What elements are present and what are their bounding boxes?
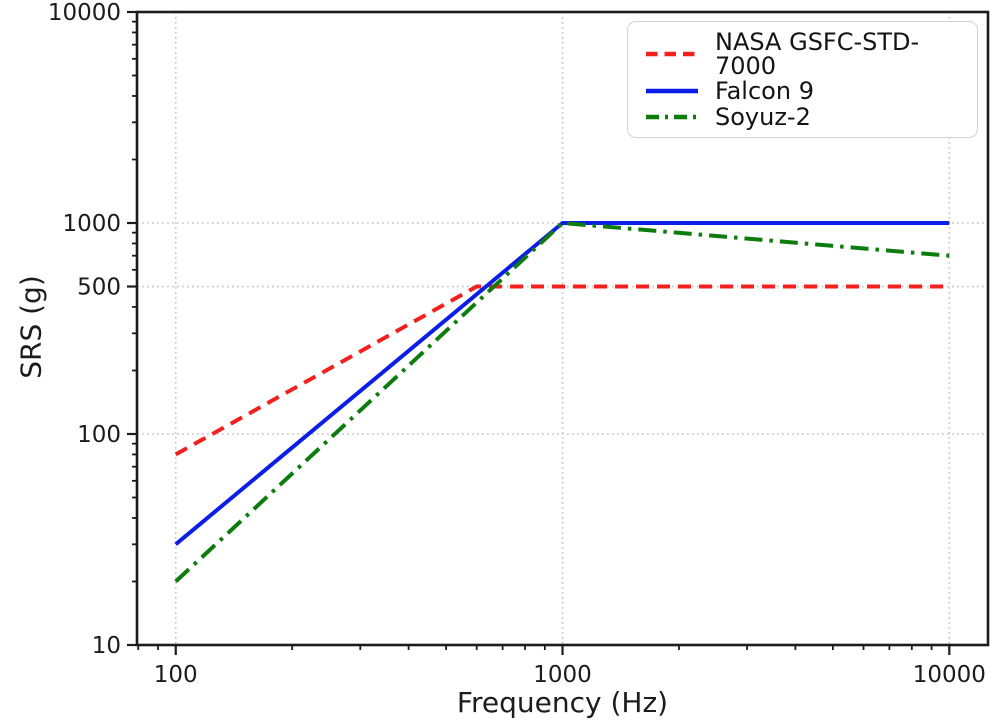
legend-label: NASA GSFC-STD-7000 — [715, 27, 920, 80]
x-tick-label: 100 — [154, 662, 198, 688]
y-tick-label: 1000 — [62, 211, 121, 237]
series-line-falcon-9 — [174, 221, 950, 546]
legend-line-sample — [646, 89, 698, 94]
series-line-soyuz-2 — [174, 221, 950, 583]
legend-entry: Falcon 9 — [645, 79, 977, 103]
legend: NASA GSFC-STD-7000 Falcon 9 Soyuz-2 — [627, 21, 978, 138]
y-axis-label: SRS (g) — [14, 275, 48, 379]
legend-entry: Soyuz-2 — [645, 105, 977, 129]
x-tick-label: 10000 — [913, 662, 986, 688]
legend-label: Soyuz-2 — [715, 103, 811, 132]
y-tick-label: 10000 — [48, 0, 121, 26]
legend-label: Falcon 9 — [715, 77, 814, 106]
legend-line-sample — [646, 114, 698, 120]
x-tick-label: 1000 — [533, 662, 592, 688]
x-axis-label: Frequency (Hz) — [456, 686, 669, 719]
y-tick-label: 10 — [92, 633, 121, 659]
series-line-nasa-gsfc-std-7000 — [174, 284, 950, 457]
legend-entry: NASA GSFC-STD-7000 — [645, 30, 977, 78]
y-tick-label: 100 — [77, 422, 121, 448]
y-tick-label: 500 — [77, 275, 121, 301]
legend-line-sample — [646, 51, 698, 57]
